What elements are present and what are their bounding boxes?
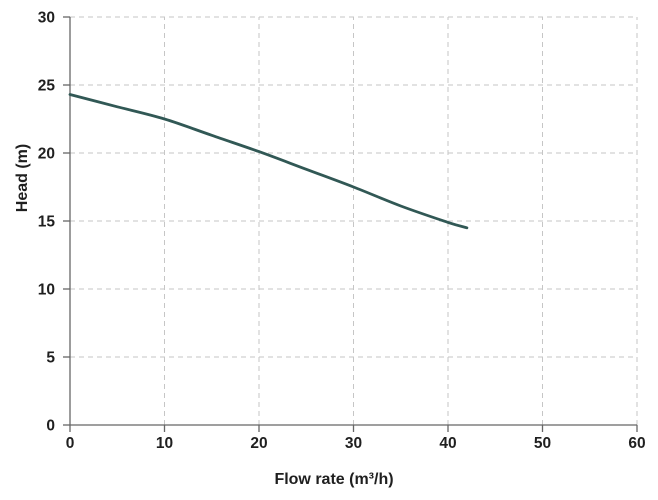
x-tick-label: 0 bbox=[66, 435, 75, 452]
y-tick-label: 15 bbox=[38, 214, 56, 231]
x-tick-label: 10 bbox=[156, 435, 173, 452]
x-tick-label: 50 bbox=[534, 435, 551, 452]
y-tick-label: 25 bbox=[38, 78, 56, 95]
x-tick-label: 20 bbox=[250, 435, 267, 452]
pump-head-curve bbox=[68, 93, 469, 230]
y-tick-label: 0 bbox=[46, 418, 55, 435]
gridlines bbox=[70, 16, 638, 425]
x-tick-label: 30 bbox=[345, 435, 362, 452]
y-axis-title: Head (m) bbox=[14, 144, 31, 212]
y-tick-label: 20 bbox=[38, 146, 55, 163]
y-tick-labels: 0 5 10 15 20 25 30 bbox=[38, 10, 56, 435]
x-tick-label: 60 bbox=[628, 435, 645, 452]
x-tick-labels: 0 10 20 30 40 50 60 bbox=[66, 435, 646, 452]
y-tick-label: 5 bbox=[46, 350, 55, 367]
y-tick-label: 30 bbox=[38, 10, 55, 27]
axes bbox=[63, 16, 638, 432]
y-tick-label: 10 bbox=[38, 282, 55, 299]
x-axis-title: Flow rate (m³/h) bbox=[274, 471, 393, 488]
x-tick-label: 40 bbox=[439, 435, 456, 452]
